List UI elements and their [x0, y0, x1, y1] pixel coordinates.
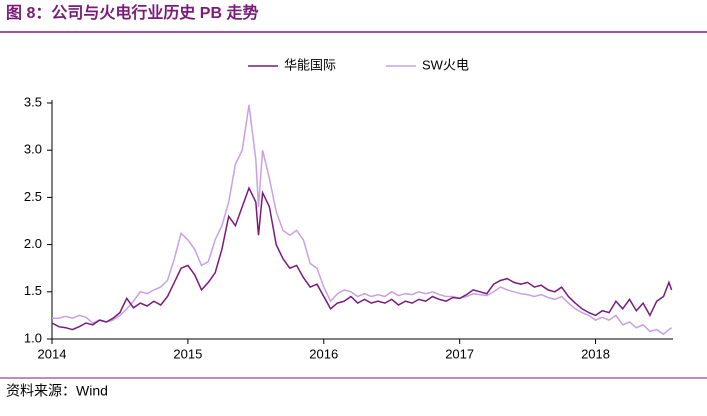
- legend-label: SW火电: [422, 57, 469, 72]
- y-tick-label: 1.5: [24, 283, 42, 298]
- y-tick-label: 2.5: [24, 189, 42, 204]
- x-tick-label: 2016: [309, 346, 338, 361]
- source: 资料来源：Wind: [6, 383, 108, 399]
- x-tick-label: 2015: [173, 346, 202, 361]
- x-tick-label: 2014: [38, 346, 67, 361]
- chart-title: 图 8：公司与火电行业历史 PB 走势: [6, 3, 258, 22]
- y-tick-label: 2.0: [24, 236, 42, 251]
- series-line: [51, 186, 673, 331]
- series-line: [52, 104, 673, 336]
- x-tick-label: 2017: [445, 346, 474, 361]
- x-tick-label: 2018: [581, 346, 610, 361]
- y-tick-label: 3.5: [24, 94, 42, 109]
- y-tick-label: 1.0: [24, 330, 42, 345]
- y-tick-label: 3.0: [24, 142, 42, 157]
- legend-label: 华能国际: [284, 57, 336, 72]
